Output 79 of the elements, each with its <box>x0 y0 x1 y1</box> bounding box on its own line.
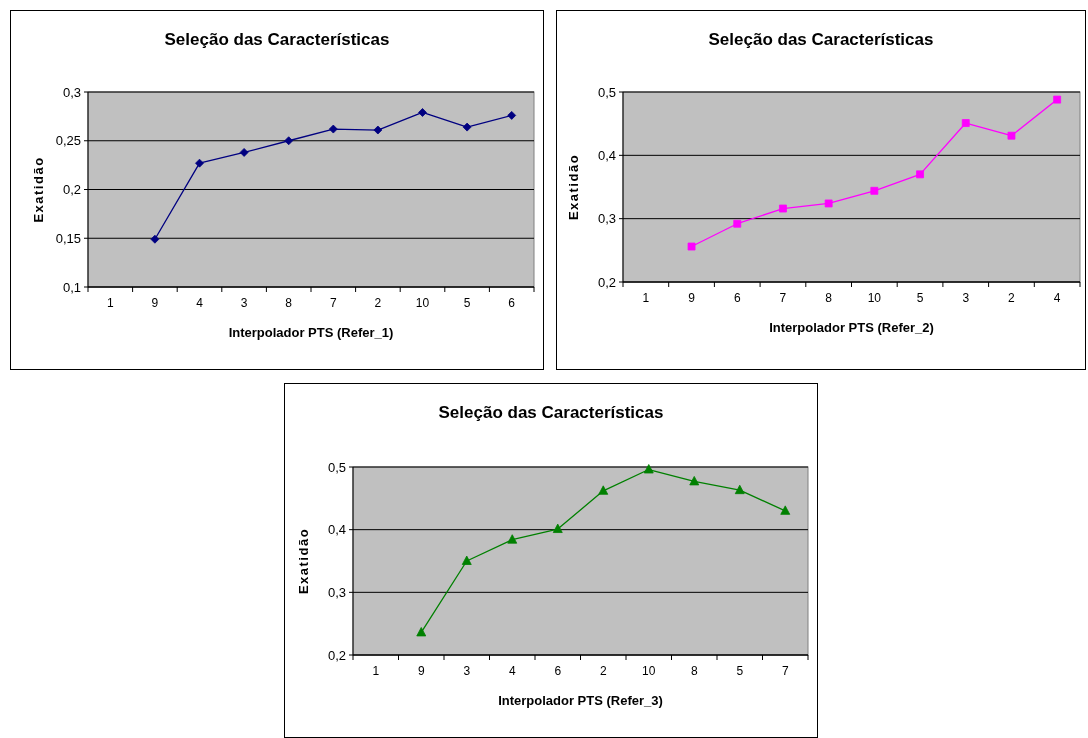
x-axis-title: Interpolador PTS (Refer_3) <box>498 693 663 708</box>
y-tick-label: 0,4 <box>327 522 346 538</box>
point <box>687 242 696 251</box>
point <box>418 108 427 117</box>
x-tick-label: 3 <box>240 296 248 310</box>
x-tick-label: 8 <box>285 296 293 310</box>
chart-title: Seleção das Características <box>164 30 390 49</box>
x-tick-label: 4 <box>196 296 204 310</box>
x-tick-label: 4 <box>1053 291 1061 305</box>
point <box>780 505 791 515</box>
y-axis-title: Exatidão <box>296 527 311 595</box>
point <box>1007 131 1016 140</box>
point <box>507 111 517 120</box>
chart-title: Seleção das Características <box>438 403 664 422</box>
x-tick-label: 1 <box>642 291 650 305</box>
y-tick-label: 0,1 <box>62 279 81 295</box>
point <box>461 555 472 565</box>
x-tick-label: 3 <box>463 664 471 678</box>
x-tick-label: 5 <box>736 664 744 678</box>
point <box>916 170 924 179</box>
chart-title: Seleção das Características <box>708 30 934 49</box>
x-tick-label: 8 <box>825 291 833 305</box>
point <box>507 534 518 544</box>
point <box>643 464 654 474</box>
x-tick-label: 1 <box>372 664 380 678</box>
point <box>328 124 338 134</box>
point <box>416 627 427 637</box>
x-tick-label: 2 <box>1008 291 1016 305</box>
x-tick-label: 7 <box>779 291 787 305</box>
x-tick-label: 1 <box>106 296 114 310</box>
y-tick-label: 0,3 <box>597 211 616 227</box>
y-tick-label: 0,2 <box>62 182 81 198</box>
x-tick-label: 6 <box>733 291 741 305</box>
x-tick-label: 2 <box>599 664 607 678</box>
point <box>689 476 700 486</box>
x-axis-title: Interpolador PTS (Refer_1) <box>228 325 394 340</box>
point <box>462 122 472 132</box>
point <box>598 485 609 495</box>
point <box>734 484 745 495</box>
point <box>961 119 970 127</box>
x-axis-title: Interpolador PTS (Refer_2) <box>769 320 934 335</box>
point <box>239 148 249 157</box>
x-tick-label: 2 <box>374 296 382 310</box>
point <box>150 234 160 244</box>
x-tick-label: 10 <box>642 664 656 678</box>
point <box>824 199 833 208</box>
y-tick-label: 0,4 <box>597 147 616 163</box>
y-tick-label: 0,15 <box>55 230 81 246</box>
y-tick-label: 0,5 <box>597 84 616 100</box>
x-tick-label: 10 <box>867 291 882 305</box>
x-tick-label: 7 <box>781 664 789 678</box>
x-tick-label: 5 <box>463 296 471 310</box>
point <box>552 523 563 533</box>
x-tick-label: 9 <box>688 291 696 305</box>
y-tick-label: 0,25 <box>55 133 81 149</box>
y-axis-title: Exatidão <box>566 153 581 221</box>
x-tick-label: 5 <box>916 291 924 305</box>
x-tick-label: 7 <box>329 296 337 310</box>
point <box>195 158 204 168</box>
x-tick-label: 3 <box>962 291 970 305</box>
point <box>284 136 294 146</box>
point <box>1053 95 1062 104</box>
x-tick-label: 4 <box>508 664 516 678</box>
x-tick-label: 10 <box>415 296 430 310</box>
point <box>733 219 742 228</box>
y-tick-label: 0,2 <box>597 274 616 290</box>
x-tick-label: 6 <box>508 296 516 310</box>
y-tick-label: 0,2 <box>327 647 346 663</box>
point <box>779 204 787 213</box>
x-tick-label: 6 <box>554 664 562 678</box>
point <box>870 186 879 195</box>
y-tick-label: 0,5 <box>327 459 346 475</box>
x-tick-label: 9 <box>151 296 159 310</box>
y-tick-label: 0,3 <box>62 84 81 100</box>
x-tick-label: 8 <box>690 664 698 678</box>
y-tick-label: 0,3 <box>327 584 346 600</box>
point <box>373 125 383 135</box>
x-tick-label: 9 <box>417 664 425 678</box>
y-axis-title: Exatidão <box>31 156 46 223</box>
